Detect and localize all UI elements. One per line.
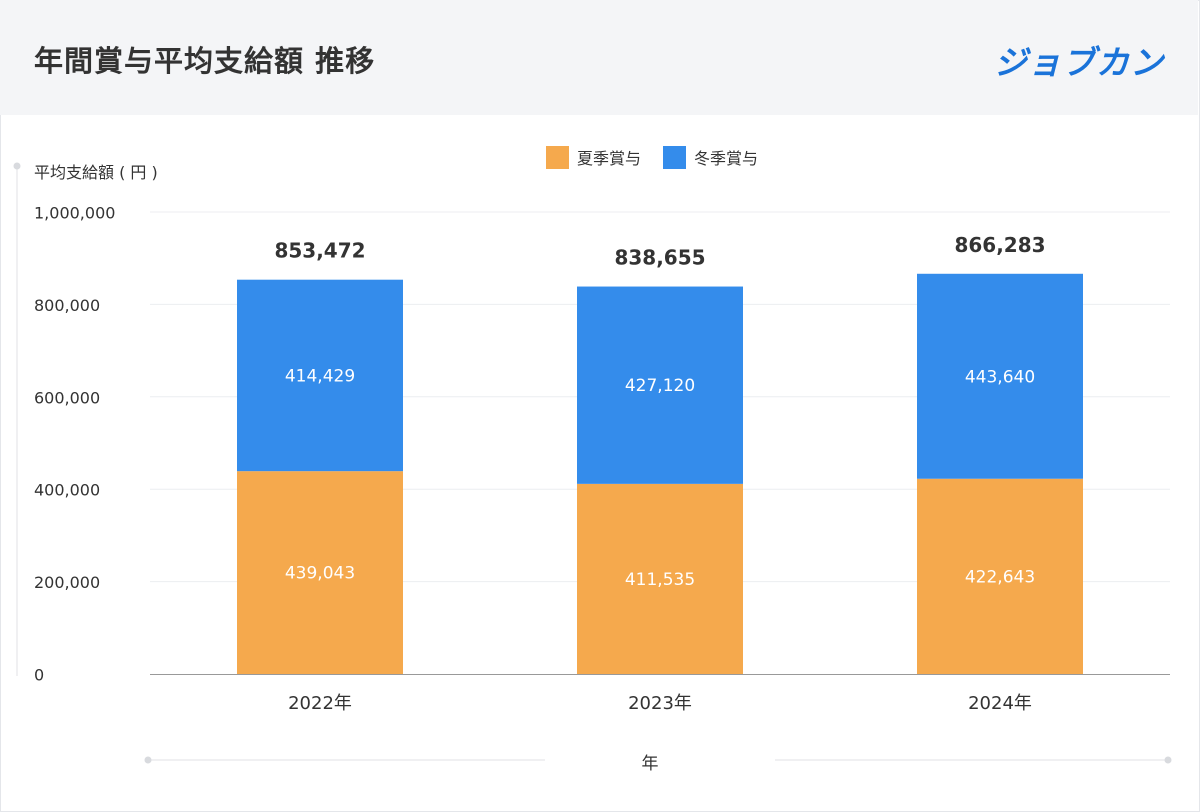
- x-tick-label: 2023年: [628, 693, 692, 714]
- y-tick-label: 400,000: [34, 481, 100, 500]
- page-title: 年間賞与平均支給額 推移: [34, 44, 376, 78]
- segment-label-winter: 414,429: [285, 366, 355, 386]
- y-tick-label: 200,000: [34, 573, 100, 592]
- x-axis-label: 年: [641, 754, 659, 774]
- bar-segment-summer: [917, 478, 1083, 674]
- legend-label-summer: 夏季賞与: [577, 149, 642, 168]
- brand-logo: ジョブカン: [994, 43, 1164, 82]
- bar-segment-winter: [237, 279, 403, 472]
- y-tick-label: 1,000,000: [34, 204, 115, 223]
- chart-legend: 夏季賞与 冬季賞与: [546, 145, 770, 169]
- bar-segment-winter: [917, 273, 1083, 479]
- legend-item-summer: 夏季賞与: [546, 145, 641, 169]
- bar-total-label: 853,472: [274, 239, 365, 263]
- segment-label-summer: 422,643: [965, 567, 1035, 587]
- bar-total-label: 866,283: [954, 233, 1045, 257]
- legend-swatch-winter: [663, 145, 687, 169]
- y-axis-guide-dot: [13, 162, 21, 170]
- bar-segment-winter: [577, 286, 743, 484]
- legend-label-winter: 冬季賞与: [694, 149, 759, 168]
- legend-item-winter: 冬季賞与: [663, 145, 758, 169]
- x-tick-label: 2024年: [968, 693, 1032, 714]
- y-tick-label: 0: [34, 666, 44, 685]
- segment-label-summer: 439,043: [285, 564, 355, 584]
- x-axis-guide-dot-right: [1164, 756, 1172, 764]
- header-bar: 年間賞与平均支給額 推移 ジョブカン: [0, 0, 1198, 115]
- bar-segment-summer: [237, 471, 403, 674]
- segment-label-winter: 427,120: [625, 376, 695, 396]
- y-tick-label: 800,000: [34, 296, 100, 315]
- y-tick-label: 600,000: [34, 388, 100, 407]
- segment-label-winter: 443,640: [965, 367, 1035, 387]
- legend-swatch-summer: [546, 145, 569, 169]
- bar-segment-summer: [577, 483, 743, 674]
- y-axis-label: 平均支給額 ( 円 ): [34, 163, 158, 182]
- x-axis-guide-dot-left: [144, 756, 152, 764]
- x-tick-label: 2022年: [288, 693, 352, 714]
- segment-label-summer: 411,535: [625, 570, 695, 590]
- bar-total-label: 838,655: [614, 246, 705, 270]
